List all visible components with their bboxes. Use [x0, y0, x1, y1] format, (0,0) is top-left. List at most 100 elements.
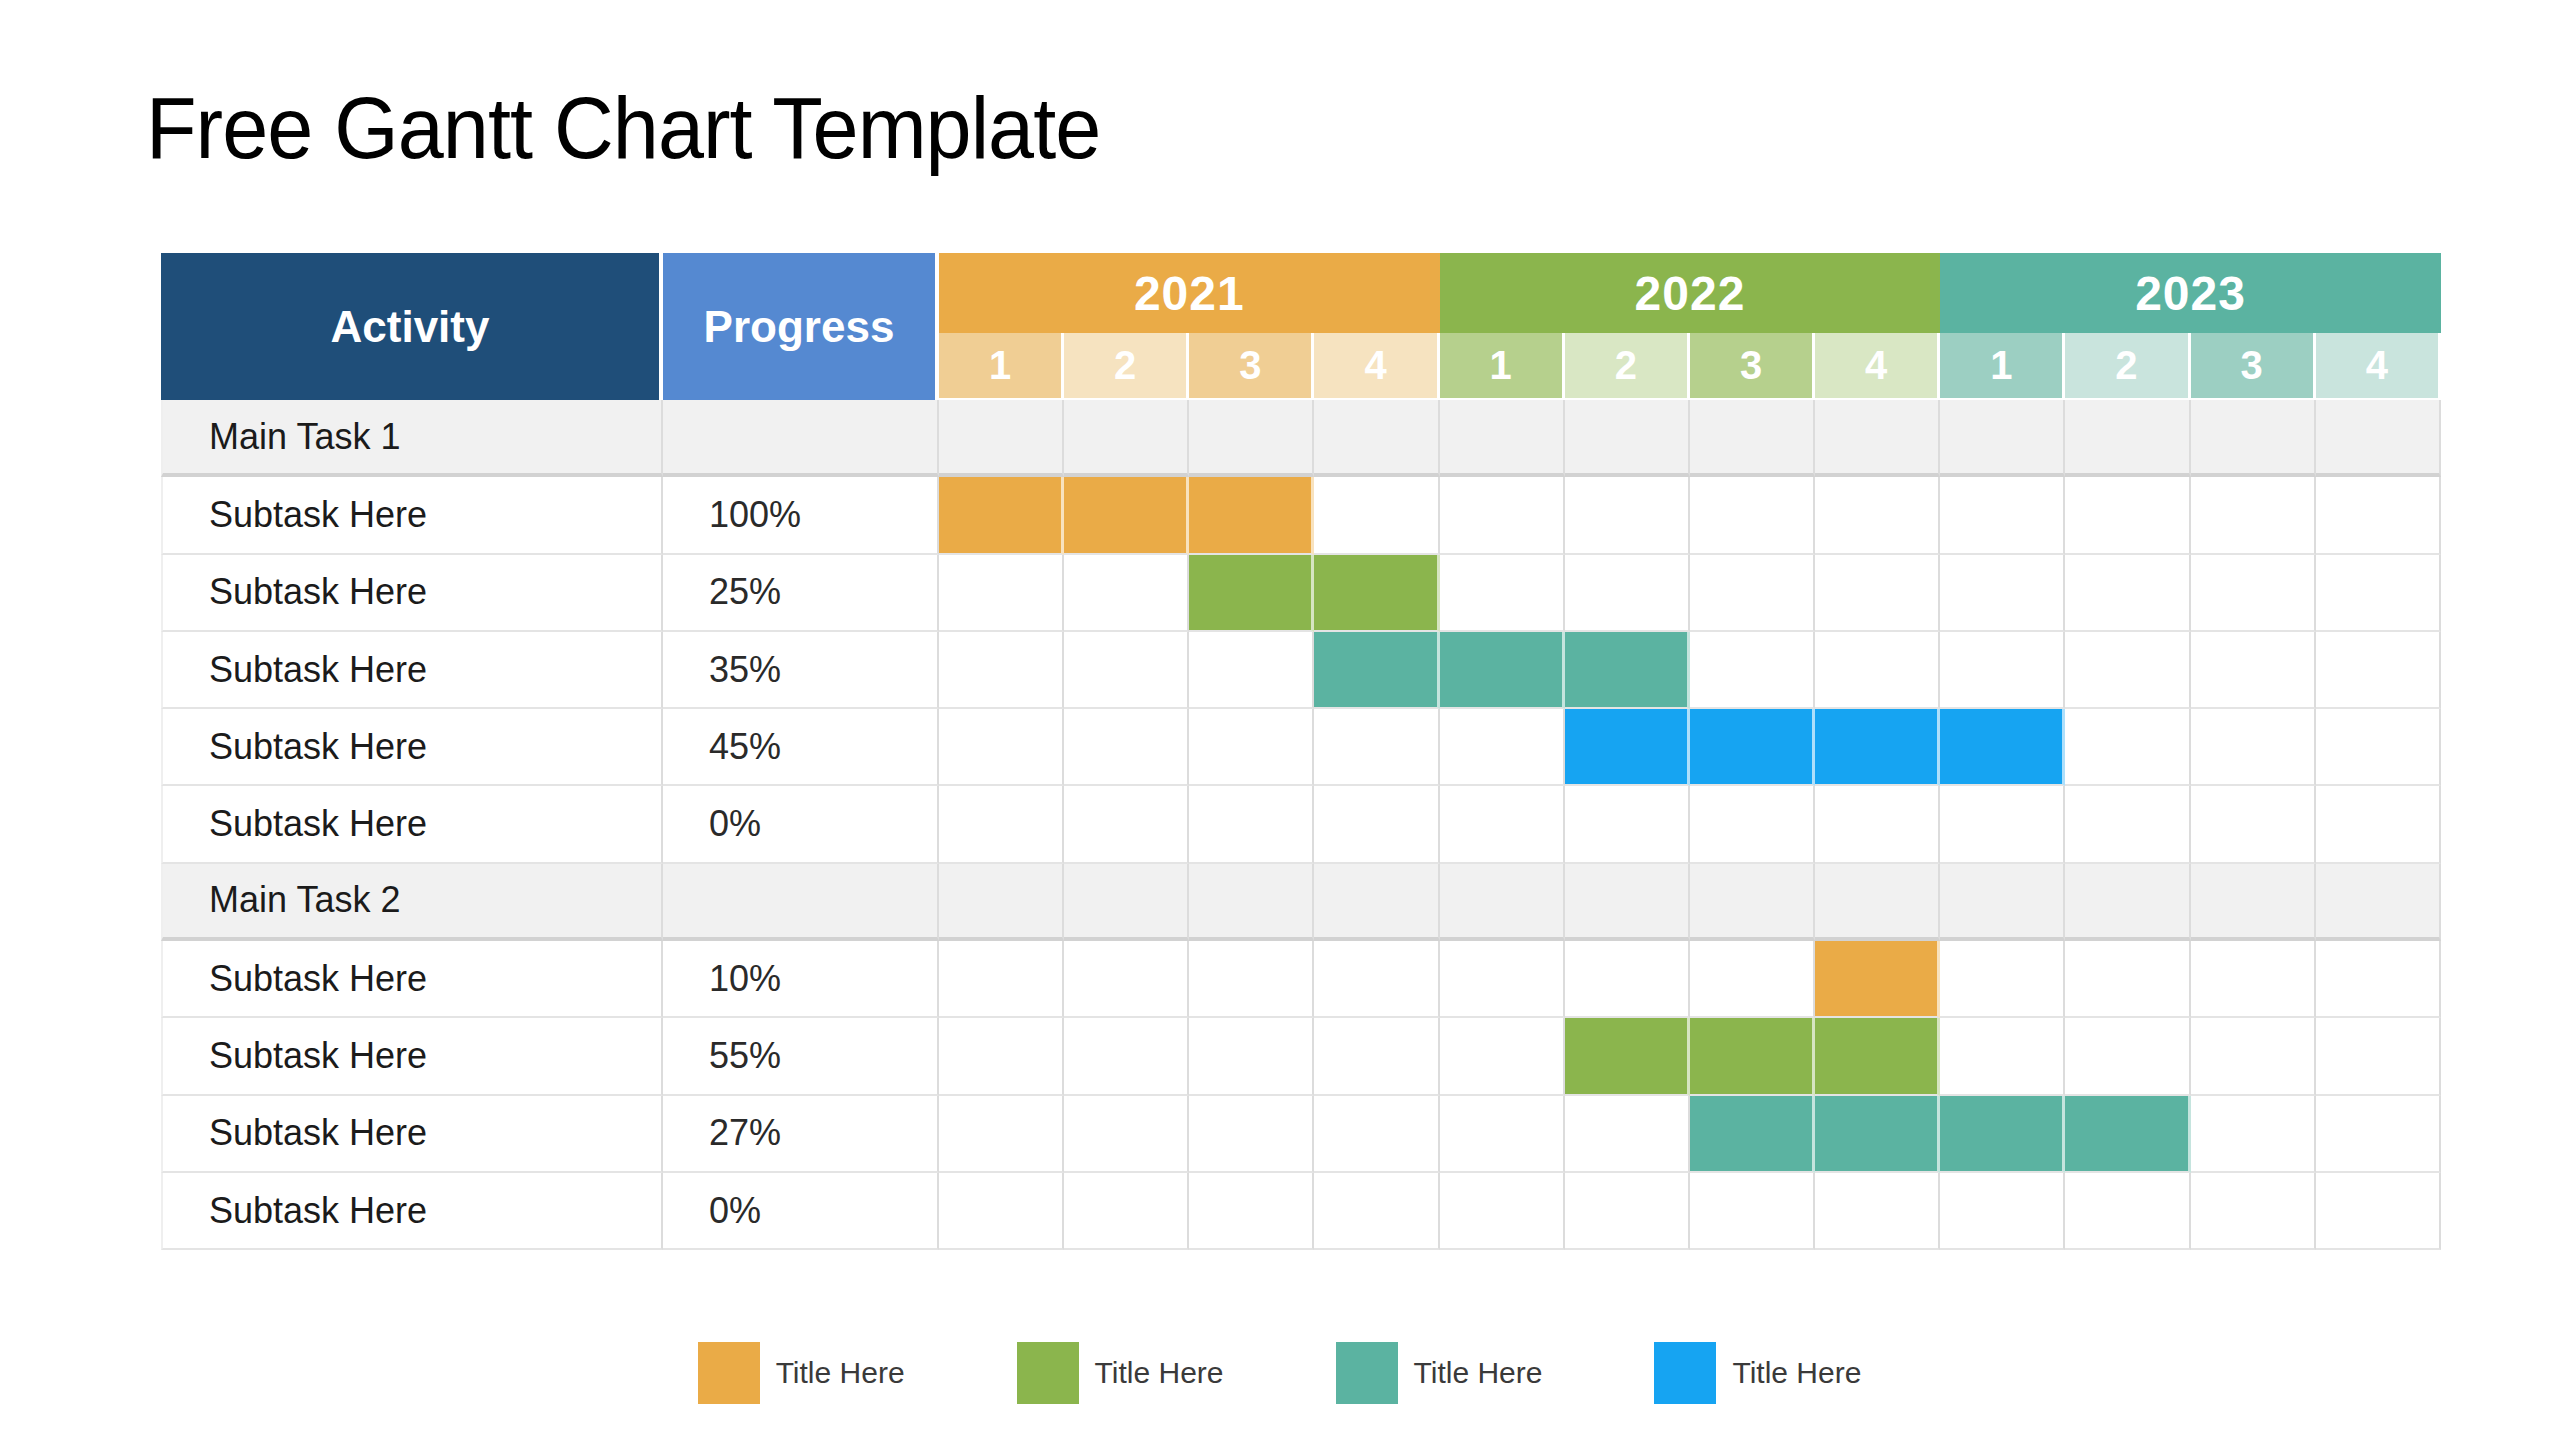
legend-swatch-teal	[1336, 1342, 1398, 1404]
task-row-label: Subtask Here	[161, 555, 663, 632]
task-row-label: Subtask Here	[161, 941, 663, 1018]
gantt-bar-cell	[1189, 555, 1314, 632]
gantt-cell	[939, 709, 1064, 786]
task-row-label: Subtask Here	[161, 1096, 663, 1173]
year-header-2022: 2022	[1440, 253, 1941, 333]
gantt-cell	[2316, 632, 2441, 709]
progress-cell: 10%	[663, 941, 939, 1018]
gantt-cell	[1815, 555, 1940, 632]
gantt-cell	[1189, 632, 1314, 709]
gantt-cell	[1064, 941, 1189, 1018]
quarter-header-cell: 3	[1690, 333, 1815, 400]
gantt-cell	[2316, 555, 2441, 632]
year-header-2021: 2021	[939, 253, 1440, 333]
gantt-cell	[1690, 400, 1815, 477]
gantt-cell	[939, 864, 1064, 941]
gantt-cell	[1440, 400, 1565, 477]
gantt-cell	[1815, 632, 1940, 709]
gantt-bar-cell	[1815, 941, 1940, 1018]
gantt-cell	[1314, 1173, 1439, 1250]
gantt-cell	[939, 555, 1064, 632]
gantt-cell	[1189, 864, 1314, 941]
gantt-bar-cell	[1940, 709, 2065, 786]
progress-cell: 55%	[663, 1018, 939, 1095]
gantt-cell	[1314, 1018, 1439, 1095]
quarter-header-cell: 2	[1565, 333, 1690, 400]
gantt-cell	[1064, 555, 1189, 632]
gantt-bar-cell	[1189, 477, 1314, 554]
gantt-cell	[1940, 786, 2065, 863]
quarter-header-cell: 1	[1940, 333, 2065, 400]
gantt-cell	[939, 1018, 1064, 1095]
page-title: Free Gantt Chart Template	[146, 84, 1100, 172]
gantt-cell	[2191, 555, 2316, 632]
gantt-cell	[1189, 400, 1314, 477]
gantt-cell	[2191, 709, 2316, 786]
gantt-cell	[1064, 400, 1189, 477]
gantt-cell	[1565, 786, 1690, 863]
legend-label: Title Here	[1095, 1356, 1224, 1390]
quarter-header-cell: 4	[1815, 333, 1940, 400]
gantt-bar-cell	[939, 477, 1064, 554]
progress-cell: 0%	[663, 786, 939, 863]
gantt-cell	[939, 786, 1064, 863]
gantt-bar-cell	[1815, 709, 1940, 786]
legend-swatch-orange	[698, 1342, 760, 1404]
gantt-cell	[1565, 941, 1690, 1018]
gantt-bar-cell	[1940, 1096, 2065, 1173]
gantt-cell	[1314, 477, 1439, 554]
gantt-cell	[2191, 1173, 2316, 1250]
gantt-cell	[1815, 1173, 1940, 1250]
task-row-label: Subtask Here	[161, 786, 663, 863]
gantt-cell	[1940, 477, 2065, 554]
gantt-cell	[1940, 555, 2065, 632]
gantt-cell	[1440, 1018, 1565, 1095]
gantt-bar-cell	[1690, 1096, 1815, 1173]
gantt-cell	[1940, 1173, 2065, 1250]
gantt-cell	[2316, 1096, 2441, 1173]
task-row-label: Subtask Here	[161, 1173, 663, 1250]
legend-swatch-green	[1017, 1342, 1079, 1404]
gantt-cell	[2191, 1096, 2316, 1173]
gantt-bar-cell	[1690, 1018, 1815, 1095]
gantt-cell	[1440, 941, 1565, 1018]
gantt-cell	[1565, 1096, 1690, 1173]
gantt-cell	[2316, 477, 2441, 554]
gantt-cell	[2065, 941, 2190, 1018]
gantt-bar-cell	[1565, 1018, 1690, 1095]
gantt-cell	[939, 941, 1064, 1018]
activity-header: Activity	[161, 253, 663, 400]
gantt-cell	[1440, 786, 1565, 863]
gantt-cell	[2316, 400, 2441, 477]
gantt-cell	[1064, 709, 1189, 786]
gantt-cell	[1815, 864, 1940, 941]
gantt-cell	[2065, 864, 2190, 941]
legend-label: Title Here	[776, 1356, 905, 1390]
slide: Free Gantt Chart Template ActivityProgre…	[0, 0, 2559, 1440]
gantt-cell	[1690, 941, 1815, 1018]
gantt-cell	[1189, 1018, 1314, 1095]
gantt-bar-cell	[1440, 632, 1565, 709]
gantt-cell	[1064, 1018, 1189, 1095]
gantt-bar-cell	[2065, 1096, 2190, 1173]
gantt-cell	[1690, 632, 1815, 709]
gantt-cell	[1189, 786, 1314, 863]
gantt-cell	[1314, 941, 1439, 1018]
gantt-cell	[1690, 864, 1815, 941]
gantt-cell	[1440, 477, 1565, 554]
gantt-cell	[1565, 555, 1690, 632]
gantt-cell	[2191, 941, 2316, 1018]
gantt-cell	[1690, 1173, 1815, 1250]
gantt-cell	[2065, 1018, 2190, 1095]
quarter-header-cell: 4	[2316, 333, 2441, 400]
gantt-cell	[1314, 864, 1439, 941]
progress-cell	[663, 400, 939, 477]
legend-item: Title Here	[1654, 1342, 1861, 1404]
gantt-cell	[1940, 1018, 2065, 1095]
progress-header: Progress	[663, 253, 939, 400]
gantt-cell	[939, 400, 1064, 477]
gantt-cell	[939, 632, 1064, 709]
gantt-cell	[2316, 1018, 2441, 1095]
gantt-cell	[2191, 786, 2316, 863]
task-row-label: Subtask Here	[161, 632, 663, 709]
